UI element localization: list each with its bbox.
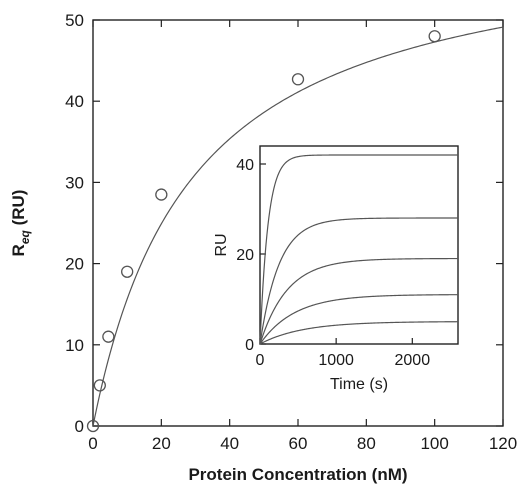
main-y-tick-label: 10: [65, 336, 84, 355]
data-point: [121, 265, 134, 278]
main-y-tick-label: 50: [65, 11, 84, 30]
main-y-tick-label: 0: [75, 417, 84, 436]
inset-x-tick-label: 2000: [395, 352, 431, 369]
data-point: [291, 73, 305, 86]
main-x-tick-label: 100: [420, 434, 448, 453]
main-x-tick-label: 60: [289, 434, 308, 453]
inset-y-tick-label: 40: [236, 157, 254, 174]
inset-y-tick-label: 20: [236, 247, 254, 264]
inset-association-curve: [259, 257, 458, 345]
main-y-tick-label: 20: [65, 255, 84, 274]
inset-curves: [259, 154, 459, 345]
inset-association-curve: [259, 321, 458, 345]
inset-y-tick-label: 0: [245, 337, 254, 354]
data-point: [155, 188, 168, 201]
inset-x-tick-label: 1000: [318, 352, 354, 369]
data-point: [86, 419, 100, 433]
inset-x-axis-title: Time (s): [330, 376, 388, 393]
main-x-tick-label: 120: [489, 434, 517, 453]
inset-background: [260, 146, 458, 344]
main-y-tick-label: 40: [65, 92, 84, 111]
inset-association-curve: [259, 294, 459, 345]
main-x-axis-title: Protein Concentration (nM): [188, 465, 407, 484]
inset-axis-ticks: 0 1000 2000 0 20 40: [236, 157, 430, 369]
data-point: [93, 379, 106, 392]
main-x-tick-label: 0: [88, 434, 97, 453]
inset-x-tick-label: 0: [256, 352, 265, 369]
main-axis-ticks: 0 20 40 60 80 100 120 0 10 20 30 40 50: [65, 11, 517, 453]
main-data-points: [86, 30, 441, 433]
inset-association-curve: [259, 217, 458, 345]
main-y-axis-title-unit: (RU): [9, 190, 28, 231]
main-x-tick-label: 20: [152, 434, 171, 453]
main-x-tick-label: 40: [220, 434, 239, 453]
data-point: [428, 30, 441, 43]
main-y-axis-title-main: R: [9, 244, 28, 256]
main-x-tick-label: 80: [357, 434, 376, 453]
data-point: [102, 330, 115, 343]
main-y-axis-title: Req (RU): [9, 190, 32, 257]
inset-plot-frame: [259, 145, 459, 345]
inset-association-curve: [259, 154, 458, 345]
main-y-tick-label: 30: [65, 173, 84, 192]
inset-y-axis-title: RU: [213, 233, 230, 256]
main-y-axis-title-subscript: eq: [18, 229, 32, 244]
